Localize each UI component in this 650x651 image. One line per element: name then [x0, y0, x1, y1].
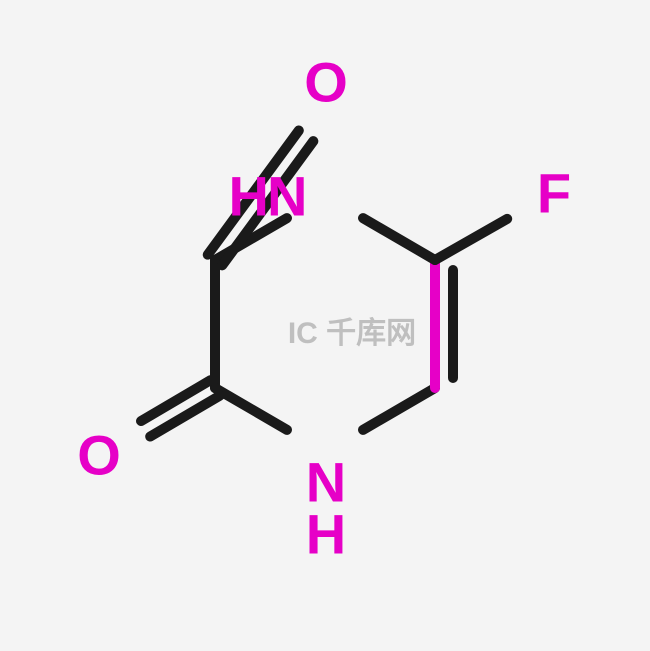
atom-label: F [537, 161, 569, 226]
atom-label: HN [229, 164, 306, 229]
atom-label: O [77, 423, 119, 488]
atom-label: H [306, 502, 344, 567]
diagram-canvas: OFHNONH IC 千库网 [0, 0, 650, 651]
atom-label: O [304, 50, 346, 115]
